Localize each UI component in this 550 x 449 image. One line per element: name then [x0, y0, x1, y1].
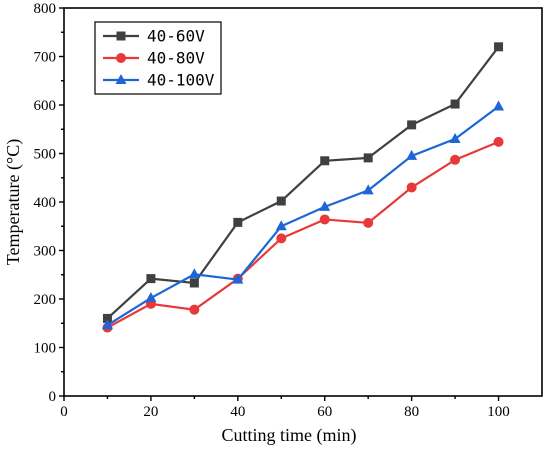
x-tick-label: 100	[487, 404, 510, 420]
y-tick-label: 0	[49, 389, 57, 405]
data-point	[450, 99, 460, 109]
data-point	[188, 268, 200, 279]
data-point	[407, 120, 417, 130]
y-tick-label: 100	[34, 341, 57, 357]
data-point	[189, 278, 199, 288]
data-point	[493, 100, 505, 111]
data-point	[320, 156, 330, 166]
data-point	[276, 233, 287, 244]
data-point	[494, 42, 504, 52]
legend-label: 40-80V	[147, 49, 205, 68]
y-tick-label: 700	[34, 50, 57, 66]
legend-marker	[116, 53, 126, 63]
x-tick-label: 80	[404, 404, 419, 420]
data-point	[146, 274, 156, 284]
series-layer	[101, 42, 505, 333]
data-point	[233, 217, 243, 227]
data-point	[319, 200, 331, 211]
data-point	[102, 313, 112, 323]
data-point	[145, 292, 157, 303]
x-tick-label: 20	[143, 404, 158, 420]
y-tick-label: 200	[34, 292, 57, 308]
y-tick-label: 500	[34, 147, 57, 163]
y-tick-label: 400	[34, 195, 57, 211]
data-point	[232, 273, 244, 284]
series-line	[106, 140, 499, 329]
y-axis: 0 100 200 300 400 500 600 700 800	[34, 1, 64, 405]
series-line	[106, 105, 500, 327]
data-point	[363, 153, 373, 163]
legend-marker	[116, 31, 126, 41]
x-axis: 0 20 40 60 80 100	[60, 396, 510, 420]
data-point	[363, 217, 374, 228]
series-40-100V	[101, 100, 505, 330]
x-axis-title: Cutting time (min)	[222, 425, 357, 446]
legend: 40-60V 40-80V 40-100V	[94, 21, 222, 95]
legend-label: 40-100V	[147, 71, 215, 90]
y-tick-label: 600	[34, 98, 57, 114]
data-point	[362, 184, 374, 195]
data-point	[449, 132, 461, 143]
x-tick-label: 40	[230, 404, 245, 420]
data-point	[275, 220, 287, 231]
legend-label: 40-60V	[147, 27, 205, 46]
data-point	[189, 304, 200, 315]
data-point	[450, 154, 461, 165]
x-tick-label: 60	[317, 404, 332, 420]
series-40-60V	[102, 42, 504, 323]
data-point	[101, 319, 113, 330]
series-40-80V	[102, 136, 504, 333]
y-axis-title: Temperature (°C)	[3, 139, 24, 265]
data-point	[319, 214, 330, 225]
data-point	[406, 182, 417, 193]
x-tick-label: 0	[60, 404, 68, 420]
series-line	[106, 46, 500, 320]
y-tick-label: 300	[34, 244, 57, 260]
y-tick-label: 800	[34, 1, 57, 17]
data-point	[493, 136, 504, 147]
data-point	[276, 196, 286, 206]
data-point	[406, 149, 418, 160]
legend-marker	[115, 74, 127, 84]
